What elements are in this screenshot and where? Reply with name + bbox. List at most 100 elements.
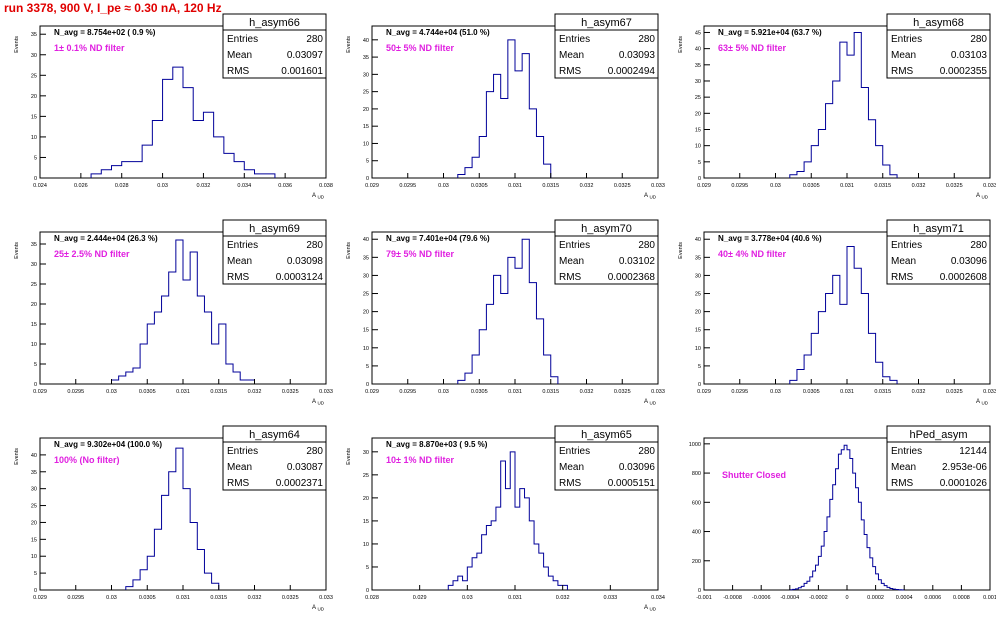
y-tick-label: 40 [695,237,701,243]
histogram-series [447,451,568,590]
x-tick-label: 0.029 [33,595,47,601]
y-tick-label: 15 [363,124,369,130]
stats-label: Entries [227,240,258,251]
x-axis-title: A UD [644,193,657,200]
y-tick-label: 25 [695,95,701,101]
y-tick-label: 15 [695,127,701,133]
x-tick-label: 0.032 [912,389,926,395]
y-tick-label: 10 [695,346,701,352]
histogram-series [457,238,559,384]
stats-value: 0.0002368 [608,272,656,283]
x-axis-title: A UD [312,399,325,406]
navg-label: N_avg = 3.778e+04 (40.6 %) [718,234,822,243]
x-tick-label: 0.029 [697,389,711,395]
x-tick-label: 0.03 [462,595,473,601]
x-tick-label: -0.0006 [752,595,771,601]
y-tick-label: 15 [695,328,701,334]
y-axis-title: Events [346,448,352,465]
navg-label: N_avg = 7.401e+04 (79.6 %) [386,234,490,243]
y-tick-label: 10 [363,542,369,548]
stats-value: 0.03087 [287,462,324,473]
y-tick-label: 20 [695,111,701,117]
x-tick-label: 0.03 [106,595,117,601]
y-axis-title: Events [678,242,684,259]
y-tick-label: 35 [695,63,701,69]
histogram-name: h_asym65 [581,429,632,441]
y-tick-label: 10 [695,144,701,150]
y-tick-label: 10 [31,342,37,348]
x-tick-label: -0.001 [696,595,712,601]
stats-label: Entries [227,34,258,45]
stats-value: 280 [970,34,987,45]
x-tick-label: -0.0008 [723,595,742,601]
y-tick-label: 0 [698,176,701,182]
histogram-panel-h_asym68: 0.029 0.0295 0.03 0.0305 0.031 0.0315 0.032 0.0… [678,13,996,200]
stats-value: 2.953e-06 [942,462,987,473]
x-tick-label: 0.032 [580,183,594,189]
y-tick-label: 35 [695,255,701,261]
y-tick-label: 0 [366,382,369,388]
stats-value: 0.0002494 [608,66,656,77]
stats-value: 0.03097 [287,50,324,61]
histogram-panel-h_asym71: 0.029 0.0295 0.03 0.0305 0.031 0.0315 0.032 0.0… [678,219,996,406]
stats-value: 0.03103 [951,50,988,61]
y-tick-label: 15 [31,114,37,120]
x-tick-label: 0.0002 [867,595,884,601]
x-tick-label: 0.031 [840,183,854,189]
y-tick-label: 35 [363,55,369,61]
x-tick-label: 0.032 [556,595,570,601]
filter-label: 1± 0.1% ND filter [54,43,125,53]
histogram-panel-h_asym66: 0.024 0.026 0.028 0.03 0.032 0.034 0.036 0.038 0… [14,13,333,200]
y-tick-label: 40 [363,38,369,44]
histogram-series [111,239,255,384]
x-tick-label: 0.0305 [803,389,820,395]
stats-value: 280 [970,240,987,251]
stats-box [886,13,991,79]
y-tick-label: 0 [698,588,701,594]
y-tick-label: 20 [363,496,369,502]
stats-value: 0.03096 [619,462,656,473]
x-tick-label: 0.033 [603,595,617,601]
histogram-name: h_asym70 [581,223,632,235]
x-tick-label: 0.0305 [471,389,488,395]
x-tick-label: 0.032 [197,183,211,189]
x-axis-title: A UD [976,193,989,200]
x-tick-label: 0.001 [983,595,996,601]
stats-box [554,219,659,285]
stats-label: RMS [891,478,914,489]
y-tick-label: 30 [363,273,369,279]
x-tick-label: 0.029 [413,595,427,601]
y-axis-title: Events [14,448,20,465]
y-tick-label: 1000 [689,442,701,448]
y-tick-label: 400 [692,530,701,536]
y-tick-label: 15 [31,537,37,543]
x-tick-label: 0.033 [319,595,333,601]
stats-label: RMS [559,272,582,283]
y-tick-label: 35 [363,255,369,261]
histogram-panel-h_asym64: 0.029 0.0295 0.03 0.0305 0.031 0.0315 0.032 0.0… [14,425,333,612]
x-tick-label: 0.031 [176,595,190,601]
x-tick-label: 0.0006 [924,595,941,601]
stats-label: RMS [227,66,250,77]
y-tick-label: 0 [34,176,37,182]
y-tick-label: 15 [31,322,37,328]
y-tick-label: 30 [31,262,37,268]
y-axis-title: Events [678,36,684,53]
run-title: run 3378, 900 V, I_pe ≈ 0.30 nA, 120 Hz [4,1,222,15]
x-tick-label: 0.031 [508,389,522,395]
y-tick-label: 25 [363,90,369,96]
x-tick-label: 0.03 [770,389,781,395]
stats-label: Mean [227,462,252,473]
histogram-name: hPed_asym [909,429,967,441]
x-tick-label: 0.03 [157,183,168,189]
x-tick-label: 0.031 [508,183,522,189]
x-tick-label: 0.0305 [139,389,156,395]
stats-value: 0.0001026 [940,478,988,489]
y-tick-label: 10 [363,346,369,352]
x-tick-label: 0.0325 [614,389,631,395]
navg-label: N_avg = 4.744e+04 (51.0 %) [386,28,490,37]
y-tick-label: 40 [695,47,701,53]
y-tick-label: 10 [31,135,37,141]
histogram-series [789,245,898,384]
